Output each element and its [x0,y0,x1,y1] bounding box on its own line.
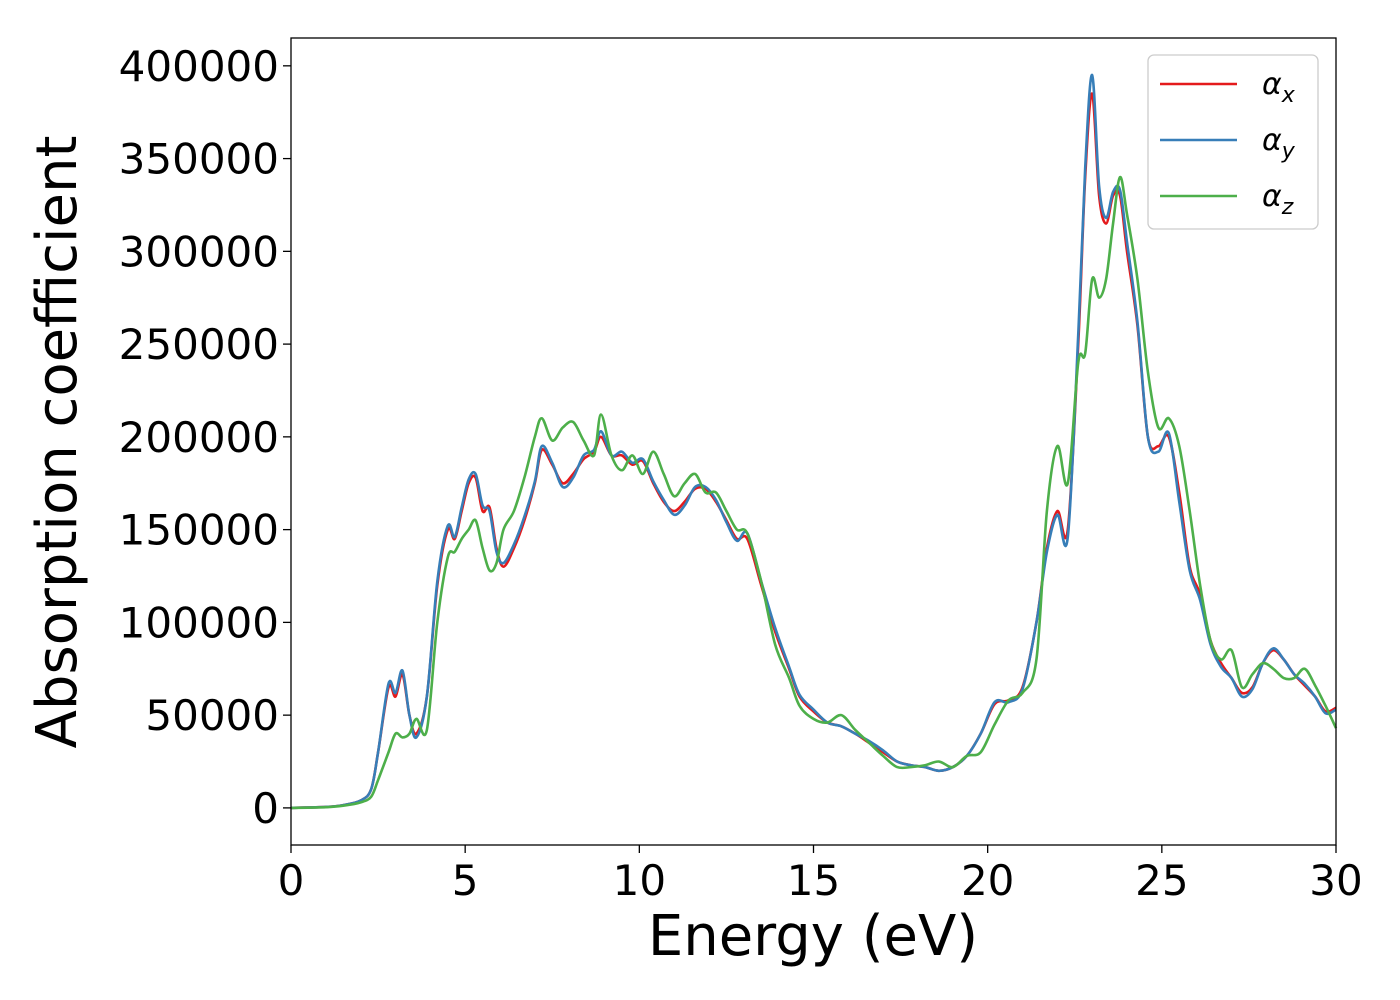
x-tick-label: 25 [1135,856,1188,905]
y-tick-label: 350000 [119,135,279,184]
x-axis-label: Energy (eV) [648,904,978,969]
legend-box [1147,54,1319,230]
series-layer [290,73,1338,810]
y-axis: 0 50000 100000 150000 200000 250000 300000 3500… [119,42,291,833]
legend-label-alpha-z: αz [1262,179,1294,220]
x-tick-label: 10 [613,856,666,905]
y-tick-label: 400000 [119,42,279,91]
x-axis: 0 5 10 15 20 25 30 [278,845,1363,905]
y-tick-label: 0 [252,784,279,833]
y-tick-label: 50000 [145,691,279,740]
series-line-alpha-y [290,73,1337,810]
legend: αx αy αz [1147,54,1319,230]
y-tick-label: 250000 [119,320,279,369]
y-tick-label: 200000 [119,413,279,462]
x-tick-label: 20 [961,856,1014,905]
y-tick-label: 150000 [119,506,279,555]
y-tick-label: 100000 [119,598,279,647]
x-tick-label: 0 [278,856,305,905]
legend-label-alpha-x: αx [1262,67,1296,108]
x-tick-label: 5 [452,856,479,905]
legend-label-alpha-y: αy [1262,123,1296,164]
series-line-alpha-z [290,175,1338,810]
y-axis-label: Absorption coefficient [25,136,90,749]
x-tick-label: 30 [1309,856,1362,905]
y-tick-label: 300000 [119,227,279,276]
x-tick-label: 15 [787,856,840,905]
